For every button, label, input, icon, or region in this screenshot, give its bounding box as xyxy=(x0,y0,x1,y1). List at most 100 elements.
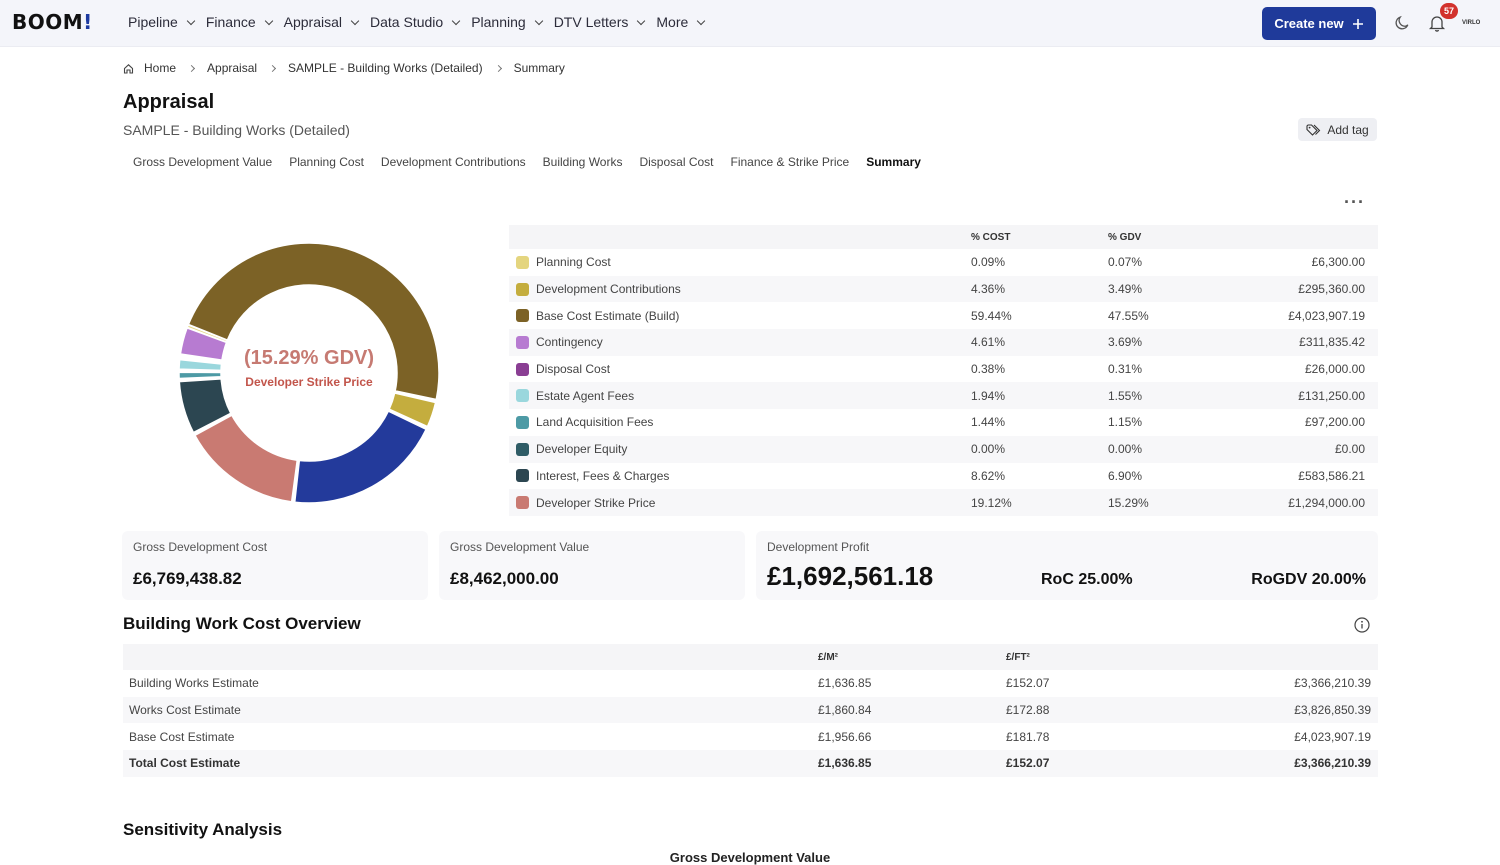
card-label: Gross Development Value xyxy=(450,540,590,554)
cost-label: Planning Cost xyxy=(536,255,611,270)
chevron-down-icon xyxy=(697,16,706,25)
table-row: Interest, Fees & Charges 8.62% 6.90% £583,5… xyxy=(509,463,1378,490)
cost-amount: £26,000.00 xyxy=(1304,362,1365,377)
cost-amount: £131,250.00 xyxy=(1298,388,1365,403)
donut-segment-profit[interactable] xyxy=(293,410,428,504)
tab-finance-strike-price[interactable]: Finance & Strike Price xyxy=(730,155,850,169)
card-value: £8,462,000.00 xyxy=(450,569,559,588)
cost-amount: £583,586.21 xyxy=(1298,468,1365,483)
cost-pct-gdv: 0.07% xyxy=(1108,255,1143,270)
table-row: Works Cost Estimate £1,860.84 £172.88 £3… xyxy=(123,696,1378,724)
cost-label: Base Cost Estimate (Build) xyxy=(536,308,680,323)
page-title: Appraisal xyxy=(123,91,215,113)
top-navigation-bar: BOOM! Pipeline Finance Appraisal Data St… xyxy=(0,0,1500,47)
roc-value: RoC 25.00% xyxy=(1041,571,1133,588)
cost-pct-cost: 0.00% xyxy=(971,442,1006,457)
nav-data-studio[interactable]: Data Studio xyxy=(370,14,461,30)
cost-pct-cost: 4.61% xyxy=(971,335,1006,350)
nav-more[interactable]: More xyxy=(656,14,706,30)
tab-gross-development-value[interactable]: Gross Development Value xyxy=(133,155,273,169)
sensitivity-section-title: Sensitivity Analysis xyxy=(123,820,283,839)
breadcrumb-appraisal[interactable]: Appraisal xyxy=(207,61,258,75)
donut-segment[interactable] xyxy=(178,371,222,380)
cost-pct-cost: 1.44% xyxy=(971,415,1006,430)
notification-bell-icon[interactable] xyxy=(1428,14,1446,32)
tab-disposal-cost[interactable]: Disposal Cost xyxy=(639,155,714,169)
cost-label: Development Contributions xyxy=(536,282,681,297)
boom-logo[interactable]: BOOM! xyxy=(12,10,93,34)
more-options-icon[interactable]: ··· xyxy=(1344,192,1365,212)
rogdv-value: RoGDV 20.00% xyxy=(1251,571,1366,588)
chevron-down-icon xyxy=(637,16,646,25)
cost-pct-gdv: 3.49% xyxy=(1108,282,1143,297)
info-icon[interactable] xyxy=(1354,617,1370,633)
cost-label: Developer Equity xyxy=(536,442,628,457)
page-subtitle: SAMPLE - Building Works (Detailed) xyxy=(123,122,350,138)
cost-pct-gdv: 0.00% xyxy=(1108,442,1143,457)
tab-summary[interactable]: Summary xyxy=(866,155,921,169)
donut-center-caption: Developer Strike Price xyxy=(245,375,373,389)
chevron-down-icon xyxy=(350,16,360,25)
chevron-down-icon xyxy=(264,16,273,25)
gross-development-cost-card: Gross Development Cost £6,769,438.82 xyxy=(122,531,428,600)
donut-segment[interactable] xyxy=(388,392,437,428)
cost-label: Land Acquisition Fees xyxy=(536,415,654,430)
nav-dtv-letters[interactable]: DTV Letters xyxy=(554,14,646,30)
donut-segment[interactable] xyxy=(179,355,223,364)
breadcrumb-project[interactable]: SAMPLE - Building Works (Detailed) xyxy=(288,61,483,75)
cost-amount: £4,023,907.19 xyxy=(1288,308,1365,323)
cost-amount: £97,200.00 xyxy=(1304,415,1365,430)
cost-label: Interest, Fees & Charges xyxy=(536,468,670,483)
table-row: Disposal Cost 0.38% 0.31% £26,000.00 xyxy=(509,356,1378,383)
cost-amount: £6,300.00 xyxy=(1311,255,1365,270)
card-label: Gross Development Cost xyxy=(133,540,268,554)
cost-label: Disposal Cost xyxy=(536,362,611,377)
breadcrumb-home[interactable]: Home xyxy=(144,61,177,75)
tab-planning-cost[interactable]: Planning Cost xyxy=(289,155,364,169)
legend-swatch xyxy=(516,309,529,323)
donut-segment[interactable] xyxy=(193,414,299,503)
nav-planning[interactable]: Planning xyxy=(471,14,543,30)
tag-icon xyxy=(1306,123,1321,136)
nav-pipeline[interactable]: Pipeline xyxy=(128,14,196,30)
legend-swatch xyxy=(516,415,529,429)
chevron-down-icon xyxy=(451,16,461,25)
card-value: £6,769,438.82 xyxy=(133,569,242,588)
tab-building-works[interactable]: Building Works xyxy=(542,155,623,169)
user-avatar[interactable]: VIRLO xyxy=(1462,20,1481,26)
cost-breakdown-table: % COST % GDV Planning Cost 0.09% 0.07% £6,3… xyxy=(509,225,1378,516)
cost-pct-cost: 1.94% xyxy=(971,388,1006,403)
cost-label: Estate Agent Fees xyxy=(536,388,635,403)
table-row: Planning Cost 0.09% 0.07% £6,300.00 xyxy=(509,249,1378,276)
cost-donut-chart: (15.29% GDV) Developer Strike Price xyxy=(170,235,450,520)
cost-pct-gdv: 0.31% xyxy=(1108,362,1143,377)
cost-amount: £311,835.42 xyxy=(1299,335,1365,350)
dark-mode-moon-icon[interactable] xyxy=(1394,15,1410,31)
tab-development-contributions[interactable]: Development Contributions xyxy=(380,155,526,169)
create-new-label: Create new xyxy=(1274,16,1344,31)
cost-pct-cost: 0.38% xyxy=(971,362,1006,377)
donut-segment[interactable] xyxy=(178,358,223,372)
table-row: Building Works Estimate £1,636.85 £152.0… xyxy=(129,676,1371,691)
cost-label: Developer Strike Price xyxy=(536,495,656,510)
cost-pct-gdv: 15.29% xyxy=(1108,495,1149,510)
nav-appraisal[interactable]: Appraisal xyxy=(284,14,360,30)
appraisal-tabs: Gross Development Value Planning Cost De… xyxy=(133,155,921,169)
chevron-right-icon xyxy=(269,64,277,72)
building-work-section-title: Building Work Cost Overview xyxy=(123,614,361,633)
add-tag-button[interactable]: Add tag xyxy=(1298,118,1377,141)
create-new-button[interactable]: Create new xyxy=(1262,7,1376,40)
nav-finance[interactable]: Finance xyxy=(206,14,273,30)
header-pct-gdv: % GDV xyxy=(1108,231,1142,243)
cost-pct-cost: 8.62% xyxy=(971,468,1006,483)
breadcrumb: Home Appraisal SAMPLE - Building Works (… xyxy=(123,61,565,75)
donut-segment[interactable] xyxy=(178,378,232,434)
legend-swatch xyxy=(516,362,529,376)
legend-swatch xyxy=(516,442,529,456)
chevron-right-icon xyxy=(187,64,196,72)
home-icon[interactable] xyxy=(123,63,134,74)
development-profit-card: Development Profit £1,692,561.18 RoC 25.… xyxy=(756,531,1378,600)
cost-pct-cost: 4.36% xyxy=(971,282,1006,297)
donut-segment[interactable] xyxy=(187,242,440,401)
donut-segment[interactable] xyxy=(186,323,229,344)
